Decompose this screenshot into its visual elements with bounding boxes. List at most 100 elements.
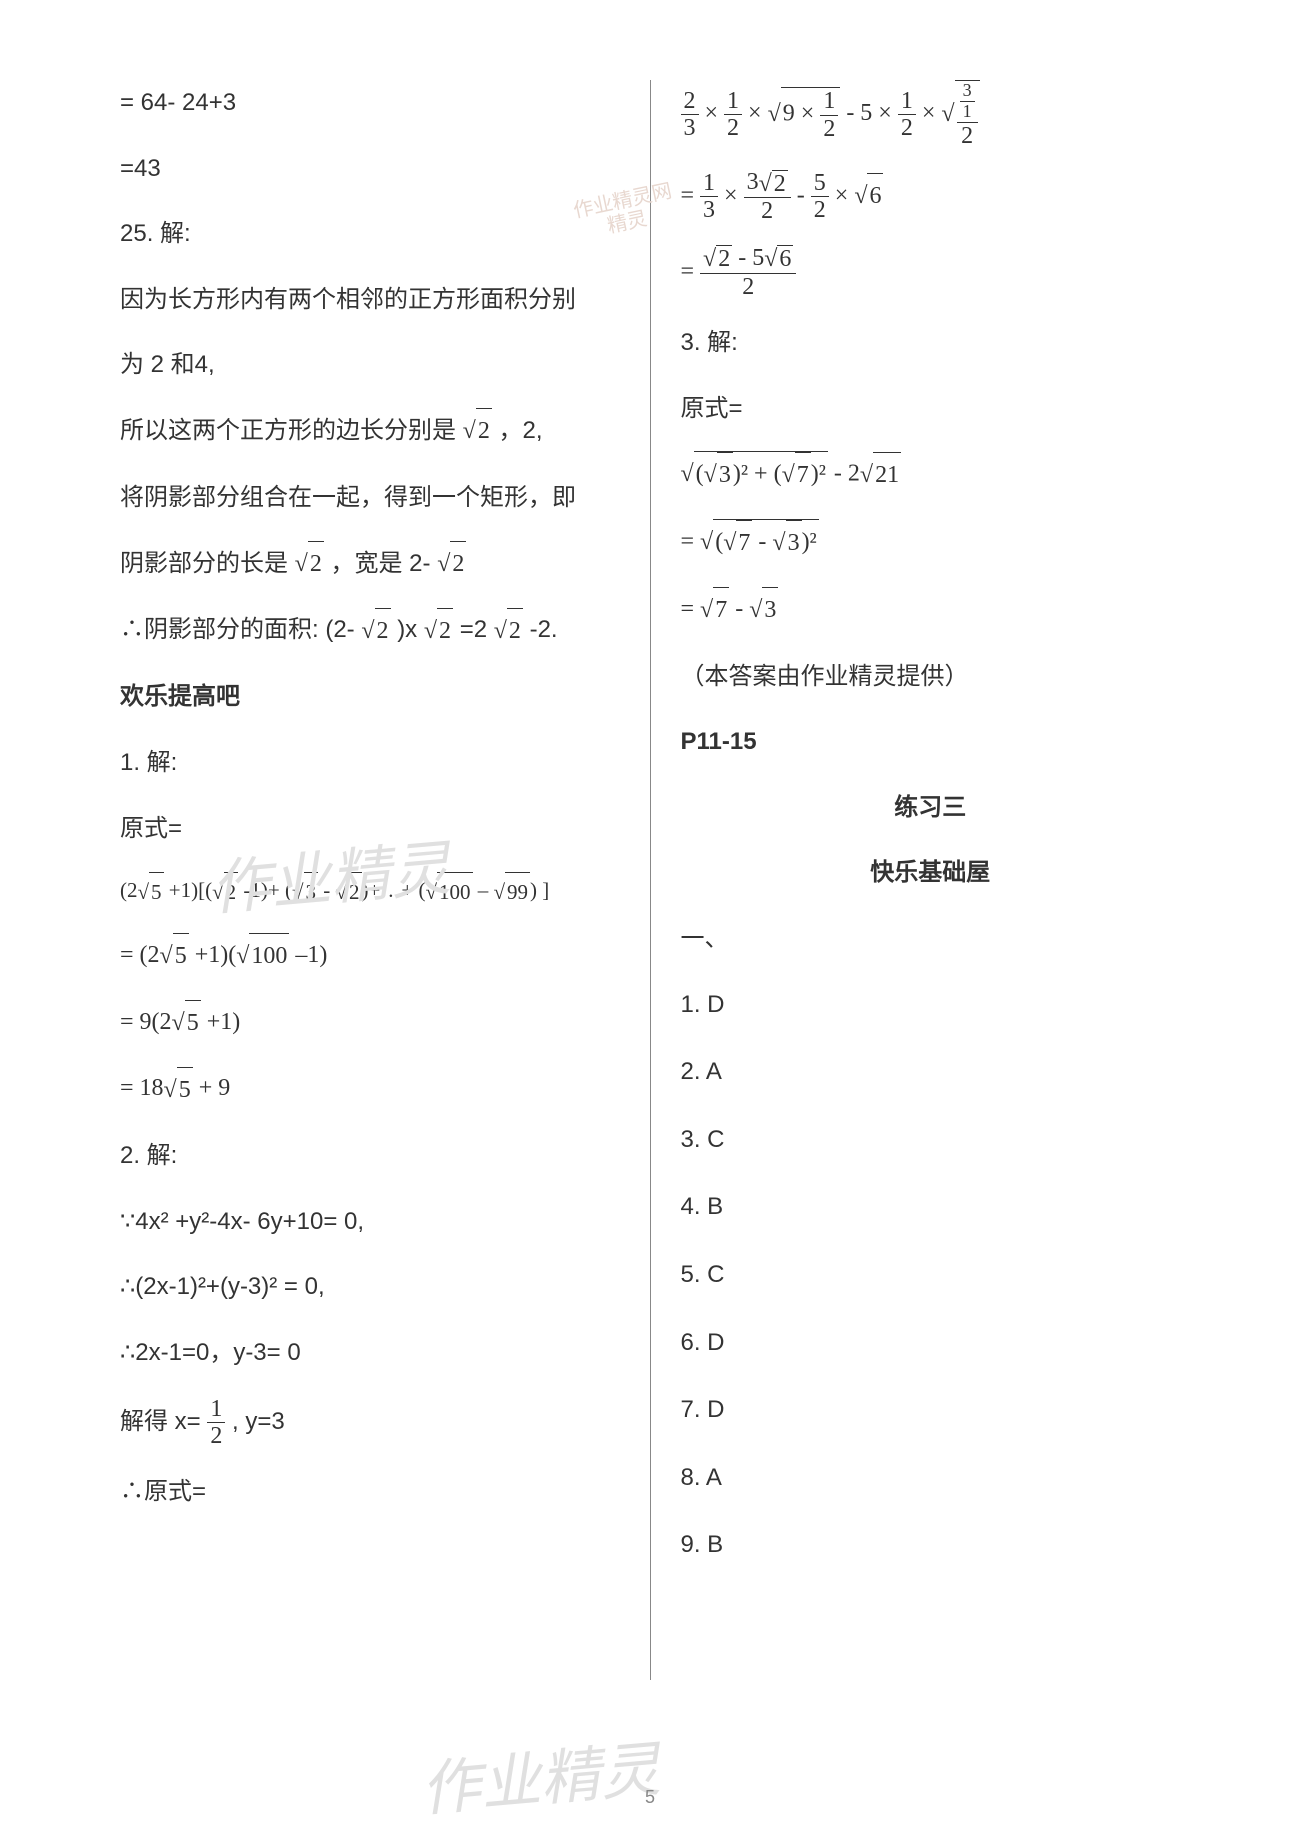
t: )² + (: [733, 461, 782, 487]
t: ×: [835, 182, 855, 208]
sqrt: (7 - 3)²: [700, 519, 819, 567]
sqrt-5: 5: [138, 872, 164, 913]
eq-label: 原式=: [681, 386, 1181, 432]
t: 9 ×: [783, 101, 821, 127]
t: (: [696, 461, 704, 487]
eq-line: = 7 - 3: [681, 587, 1181, 634]
answer-item: 2. A: [681, 1049, 1181, 1095]
t: =: [681, 258, 701, 284]
right-column: 23 × 12 × 9 × 12 - 5 × 12 × 312 = 13 × 3…: [651, 80, 1201, 1680]
frac: 12: [820, 88, 838, 142]
section-one: 一、: [681, 916, 1181, 962]
eq-line: = 9(25 +1): [120, 1000, 620, 1047]
q1-label: 1. 解:: [120, 740, 620, 786]
t: )²: [811, 461, 826, 487]
sqrt-2: 2: [494, 608, 523, 655]
answer-item: 7. D: [681, 1387, 1181, 1433]
para: 将阴影部分组合在一起，得到一个矩形，即: [120, 475, 620, 521]
sqrt-5: 5: [164, 1067, 193, 1114]
t: =: [681, 182, 701, 208]
frac: 13: [700, 170, 718, 224]
text: -2.: [530, 616, 558, 643]
eq-line: ∴(2x-1)²+(y-3)² = 0,: [120, 1264, 620, 1310]
t: -: [318, 878, 336, 902]
t: ) ]: [530, 878, 549, 902]
t: (: [715, 529, 723, 555]
sqrt: (3)² + (7)²: [681, 451, 828, 499]
eq-line: = (7 - 3)²: [681, 519, 1181, 567]
eq-line: = 13 × 322 - 52 × 6: [681, 169, 1181, 225]
sqrt-2: 2: [424, 608, 453, 655]
text: ∴阴影部分的面积: (2-: [120, 616, 361, 643]
left-column: = 64- 24+3 =43 25. 解: 因为长方形内有两个相邻的正方形面积分…: [100, 80, 651, 1680]
para: 为 2 和4,: [120, 342, 620, 388]
sqrt: 312: [941, 80, 979, 149]
t: 解得 x=: [120, 1408, 207, 1435]
eq-line: = 2 - 56 2: [681, 245, 1181, 301]
note: （本答案由作业精灵提供）: [681, 654, 1181, 700]
t: =: [681, 528, 701, 554]
t: 3: [747, 169, 759, 195]
text: )x: [397, 616, 424, 643]
sqrt-2: 2: [759, 170, 788, 197]
page-ref: P11-15: [681, 719, 1181, 765]
t: )+…+ (: [362, 878, 426, 902]
eq-line: = 64- 24+3: [120, 80, 620, 126]
section-heading: 欢乐提高吧: [120, 674, 620, 720]
sqrt-2: 2: [463, 408, 492, 455]
t: -: [752, 529, 772, 555]
frac: 12: [898, 88, 916, 142]
sqrt-7: 7: [700, 587, 729, 634]
sqrt-100: 100: [425, 872, 472, 913]
eq-line: (25 +1)[(2 -1)+ (3 - 2)+…+ (100 – 99) ]: [120, 871, 620, 913]
sqrt-7: 7: [723, 520, 752, 567]
eq-label: 原式=: [120, 806, 620, 852]
text: ，宽是 2-: [331, 550, 438, 577]
para: 所以这两个正方形的边长分别是 2 ，2,: [120, 408, 620, 455]
sqrt-2: 2: [437, 541, 466, 588]
watermark: 作业精灵: [417, 1721, 664, 1829]
frac: 12: [724, 88, 742, 142]
answer-item: 6. D: [681, 1320, 1181, 1366]
sqrt-2: 2: [703, 245, 732, 272]
sqrt-2: 2: [295, 541, 324, 588]
t: -: [797, 182, 811, 208]
sqrt-3: 3: [749, 587, 778, 634]
t: )²: [802, 529, 817, 555]
sqrt-7: 7: [782, 452, 811, 499]
answer-item: 4. B: [681, 1184, 1181, 1230]
t: = (2: [120, 942, 160, 968]
q3-label: 3. 解:: [681, 320, 1181, 366]
sqrt-2: 2: [361, 608, 390, 655]
eq-line: ∴2x-1=0，y-3= 0: [120, 1330, 620, 1376]
t: = 9(2: [120, 1009, 172, 1035]
t: +1)[(: [164, 878, 213, 902]
answer-list: 1. D2. A3. C4. B5. C6. D7. D8. A9. B: [681, 982, 1181, 1568]
sqrt-100: 100: [236, 933, 289, 980]
eq-line: ∴原式=: [120, 1469, 620, 1515]
frac: 312: [957, 81, 978, 149]
eq-line: = 185 + 9: [120, 1066, 620, 1113]
t: =: [681, 596, 701, 622]
eq-line: = (25 +1)(100 –1): [120, 933, 620, 980]
text: ，2,: [499, 417, 543, 444]
sqrt-6: 6: [764, 245, 793, 272]
frac: 52: [811, 170, 829, 224]
answer-item: 5. C: [681, 1252, 1181, 1298]
t: , y=3: [232, 1408, 285, 1435]
t: + 9: [193, 1075, 231, 1101]
sqrt-6: 6: [854, 173, 883, 220]
sqrt-5: 5: [160, 933, 189, 980]
answer-item: 1. D: [681, 982, 1181, 1028]
sqrt-5: 5: [172, 1000, 201, 1047]
q25-label: 25. 解:: [120, 211, 620, 257]
para: 因为长方形内有两个相邻的正方形面积分别: [120, 277, 620, 323]
page-number: 5: [0, 1787, 1300, 1808]
sqrt-99: 99: [494, 872, 531, 913]
t: –: [473, 878, 494, 902]
page: = 64- 24+3 =43 25. 解: 因为长方形内有两个相邻的正方形面积分…: [0, 0, 1300, 1720]
eq-line: (3)² + (7)² - 221: [681, 451, 1181, 499]
sqrt-21: 21: [860, 452, 901, 499]
sqrt-3: 3: [704, 452, 733, 499]
answer-item: 8. A: [681, 1455, 1181, 1501]
